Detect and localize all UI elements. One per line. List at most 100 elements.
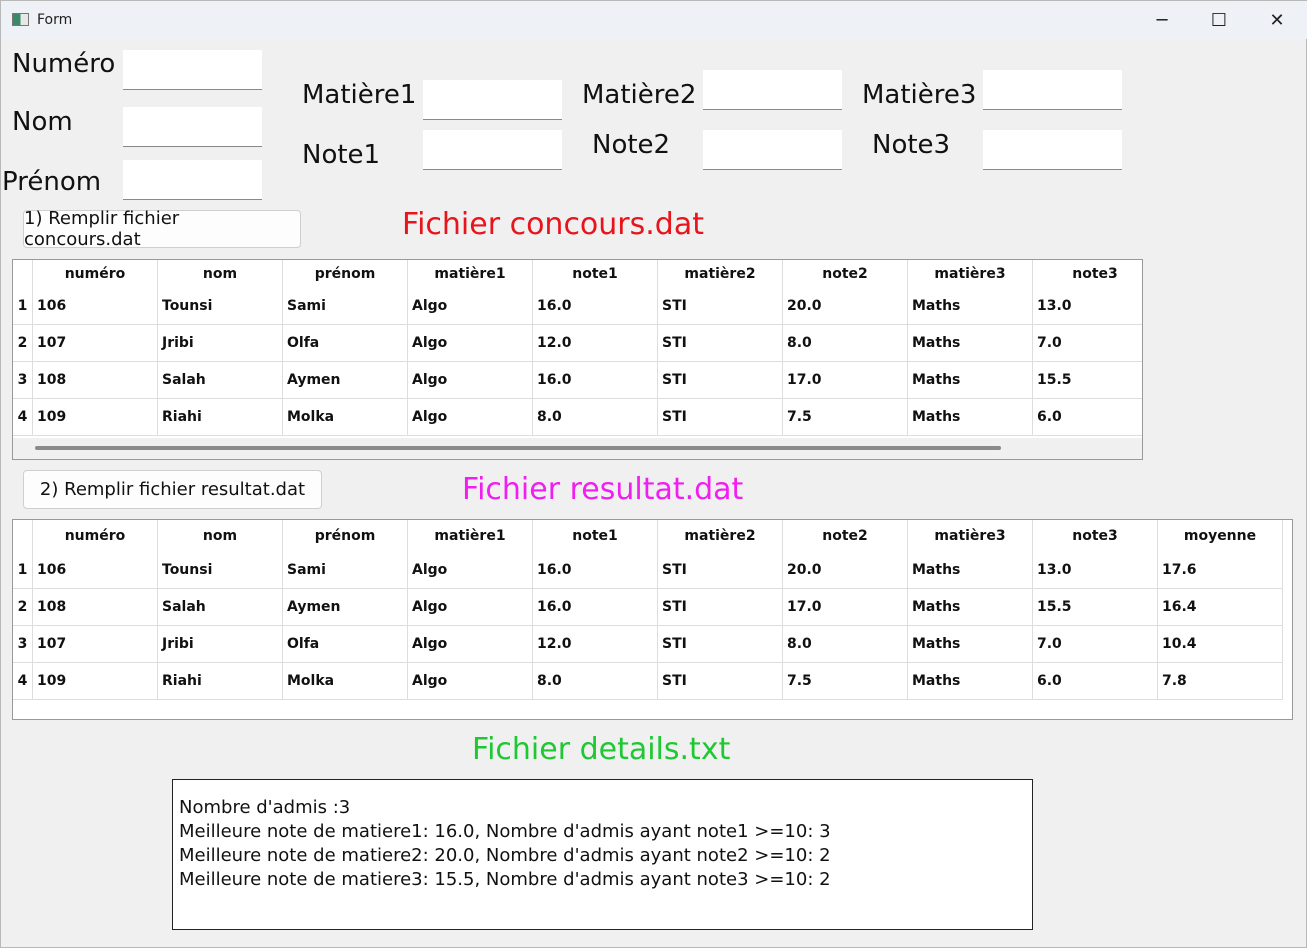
table-cell: 20.0 bbox=[783, 288, 908, 325]
close-button[interactable]: ✕ bbox=[1269, 9, 1285, 31]
table-cell: 17.0 bbox=[783, 589, 908, 626]
table-cell: Sami bbox=[283, 288, 408, 325]
table-cell: 13.0 bbox=[1033, 288, 1142, 325]
column-header[interactable]: matière3 bbox=[908, 520, 1033, 552]
column-header[interactable]: nom bbox=[158, 260, 283, 288]
column-header[interactable]: matière3 bbox=[908, 260, 1033, 288]
note3-label: Note3 bbox=[872, 130, 951, 160]
column-header[interactable]: moyenne bbox=[1158, 520, 1283, 552]
table-cell: 6.0 bbox=[1033, 663, 1158, 700]
details-text-area[interactable]: Nombre d'admis :3 Meilleure note de mati… bbox=[172, 779, 1033, 930]
table-cell: STI bbox=[658, 589, 783, 626]
table-cell: Maths bbox=[908, 589, 1033, 626]
numero-input[interactable] bbox=[123, 50, 262, 90]
details-line: Meilleure note de matiere1: 16.0, Nombre… bbox=[179, 821, 831, 842]
note1-input[interactable] bbox=[423, 130, 562, 170]
matiere2-label: Matière2 bbox=[582, 80, 697, 110]
note2-input[interactable] bbox=[703, 130, 842, 170]
row-header[interactable]: 2 bbox=[13, 589, 33, 626]
nom-input[interactable] bbox=[123, 107, 262, 147]
column-header[interactable]: note1 bbox=[533, 520, 658, 552]
row-header[interactable]: 4 bbox=[13, 399, 33, 436]
maximize-button[interactable]: ☐ bbox=[1210, 9, 1228, 31]
table-cell: 108 bbox=[33, 589, 158, 626]
table-cell: Molka bbox=[283, 399, 408, 436]
table-cell: Tounsi bbox=[158, 552, 283, 589]
title-bar bbox=[1, 1, 1307, 39]
table-cell: Jribi bbox=[158, 626, 283, 663]
table-cell: Aymen bbox=[283, 589, 408, 626]
table-cell: 12.0 bbox=[533, 325, 658, 362]
details-line: Nombre d'admis :3 bbox=[179, 797, 351, 818]
table-cell: 106 bbox=[33, 552, 158, 589]
table-cell: 8.0 bbox=[783, 626, 908, 663]
minimize-button[interactable]: ─ bbox=[1156, 9, 1168, 31]
concours-heading: Fichier concours.dat bbox=[402, 207, 704, 242]
column-header[interactable]: prénom bbox=[283, 260, 408, 288]
table-cell: Algo bbox=[408, 663, 533, 700]
column-header[interactable]: note3 bbox=[1033, 260, 1142, 288]
table-cell: Molka bbox=[283, 663, 408, 700]
matiere1-input[interactable] bbox=[423, 80, 562, 120]
prenom-label: Prénom bbox=[2, 167, 102, 197]
table-cell: Maths bbox=[908, 362, 1033, 399]
scrollbar-thumb[interactable] bbox=[35, 446, 1001, 450]
table-cell: STI bbox=[658, 399, 783, 436]
column-header[interactable]: matière1 bbox=[408, 520, 533, 552]
concours-table: numéro nom prénom matière1 note1 matière2 note… bbox=[12, 259, 1143, 460]
table-cell: 8.0 bbox=[533, 399, 658, 436]
matiere1-label: Matière1 bbox=[302, 80, 417, 110]
details-line: Meilleure note de matiere3: 15.5, Nombre… bbox=[179, 869, 831, 890]
details-heading: Fichier details.txt bbox=[472, 732, 731, 767]
fill-concours-button[interactable]: 1) Remplir fichier concours.dat bbox=[23, 208, 301, 250]
table-cell: 17.6 bbox=[1158, 552, 1283, 589]
table-cell: STI bbox=[658, 325, 783, 362]
table-cell: Salah bbox=[158, 589, 283, 626]
column-header[interactable]: prénom bbox=[283, 520, 408, 552]
matiere2-input[interactable] bbox=[703, 70, 842, 110]
fill-resultat-button[interactable]: 2) Remplir fichier resultat.dat bbox=[23, 470, 322, 509]
column-header[interactable]: matière1 bbox=[408, 260, 533, 288]
matiere3-input[interactable] bbox=[983, 70, 1122, 110]
table-cell: Algo bbox=[408, 362, 533, 399]
note3-input[interactable] bbox=[983, 130, 1122, 170]
row-header[interactable]: 1 bbox=[13, 552, 33, 589]
corner-cell[interactable] bbox=[13, 520, 33, 552]
column-header[interactable]: note1 bbox=[533, 260, 658, 288]
table-cell: Maths bbox=[908, 552, 1033, 589]
table-cell: 7.0 bbox=[1033, 626, 1158, 663]
table-cell: Maths bbox=[908, 399, 1033, 436]
column-header[interactable]: matière2 bbox=[658, 520, 783, 552]
corner-cell[interactable] bbox=[13, 260, 33, 288]
table-cell: Aymen bbox=[283, 362, 408, 399]
table-cell: Riahi bbox=[158, 663, 283, 700]
table-cell: 7.8 bbox=[1158, 663, 1283, 700]
table-cell: Maths bbox=[908, 325, 1033, 362]
prenom-input[interactable] bbox=[123, 160, 262, 200]
column-header[interactable]: matière2 bbox=[658, 260, 783, 288]
table-cell: 15.5 bbox=[1033, 589, 1158, 626]
table-cell: Tounsi bbox=[158, 288, 283, 325]
column-header[interactable]: numéro bbox=[33, 260, 158, 288]
table-cell: Algo bbox=[408, 626, 533, 663]
table-cell: 107 bbox=[33, 626, 158, 663]
table-cell: STI bbox=[658, 288, 783, 325]
note1-label: Note1 bbox=[302, 140, 381, 170]
horizontal-scrollbar[interactable] bbox=[13, 438, 1142, 459]
row-header[interactable]: 3 bbox=[13, 362, 33, 399]
table-cell: STI bbox=[658, 362, 783, 399]
row-header[interactable]: 2 bbox=[13, 325, 33, 362]
table-cell: 16.4 bbox=[1158, 589, 1283, 626]
column-header[interactable]: nom bbox=[158, 520, 283, 552]
table-cell: 7.0 bbox=[1033, 325, 1142, 362]
column-header[interactable]: numéro bbox=[33, 520, 158, 552]
column-header[interactable]: note3 bbox=[1033, 520, 1158, 552]
table-cell: 10.4 bbox=[1158, 626, 1283, 663]
nom-label: Nom bbox=[12, 107, 73, 137]
table-cell: 108 bbox=[33, 362, 158, 399]
row-header[interactable]: 3 bbox=[13, 626, 33, 663]
row-header[interactable]: 4 bbox=[13, 663, 33, 700]
row-header[interactable]: 1 bbox=[13, 288, 33, 325]
column-header[interactable]: note2 bbox=[783, 260, 908, 288]
column-header[interactable]: note2 bbox=[783, 520, 908, 552]
